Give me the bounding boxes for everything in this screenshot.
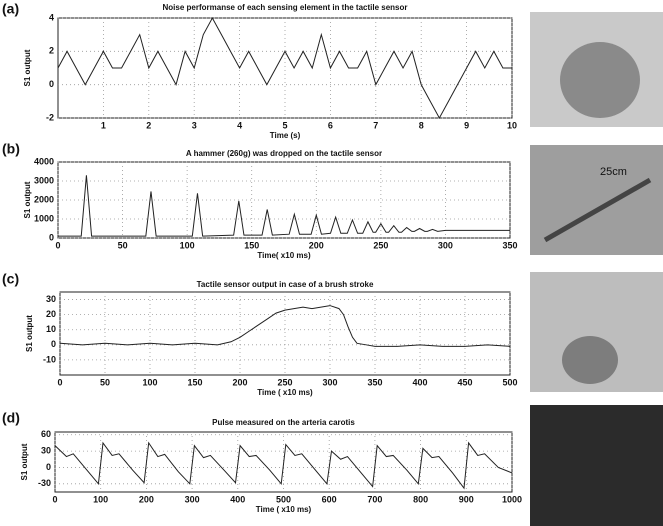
y-tick-label: 2 (49, 46, 54, 56)
x-tick-label: 100 (142, 377, 157, 387)
y-tick-label: -2 (46, 112, 54, 122)
data-line (55, 443, 512, 488)
x-tick-label: 9 (464, 120, 469, 130)
x-tick-label: 300 (185, 494, 200, 504)
x-tick-label: 450 (457, 377, 472, 387)
x-tick-label: 7 (373, 120, 378, 130)
x-tick-label: 500 (276, 494, 291, 504)
x-tick-label: 100 (93, 494, 108, 504)
chart-title: Tactile sensor output in case of a brush… (197, 280, 374, 289)
x-tick-label: 300 (322, 377, 337, 387)
y-axis-label: S1 output (23, 49, 32, 86)
x-tick-label: 10 (507, 120, 517, 130)
photo-annotation: 25cm (600, 166, 627, 178)
panel-label: (a) (2, 1, 19, 17)
y-tick-label: -10 (43, 354, 56, 364)
x-tick-label: 600 (322, 494, 337, 504)
x-tick-label: 150 (187, 377, 202, 387)
chart-title: Pulse measured on the arteria carotis (212, 418, 355, 427)
y-tick-label: 20 (46, 309, 56, 319)
panel-label: (c) (2, 271, 19, 287)
x-tick-label: 0 (55, 240, 60, 250)
x-tick-label: 700 (367, 494, 382, 504)
y-axis-label: S1 output (23, 181, 32, 218)
figure: 25cm (a) Noise performanse of each sensin… (0, 0, 663, 526)
x-tick-label: 250 (277, 377, 292, 387)
x-tick-label: 50 (118, 240, 128, 250)
x-tick-label: 350 (502, 240, 517, 250)
x-tick-label: 3 (192, 120, 197, 130)
x-tick-label: 4 (237, 120, 242, 130)
y-tick-label: 30 (41, 445, 51, 455)
x-tick-label: 1000 (502, 494, 522, 504)
data-line (58, 175, 510, 236)
x-tick-label: 8 (419, 120, 424, 130)
y-tick-label: 0 (46, 462, 51, 472)
y-tick-label: 1000 (34, 213, 54, 223)
x-tick-label: 5 (282, 120, 287, 130)
x-tick-label: 2 (146, 120, 151, 130)
y-tick-label: 2000 (34, 194, 54, 204)
y-tick-label: 10 (46, 324, 56, 334)
x-tick-label: 300 (438, 240, 453, 250)
y-tick-label: 0 (49, 79, 54, 89)
x-tick-label: 1 (101, 120, 106, 130)
y-tick-label: 30 (46, 294, 56, 304)
x-tick-label: 200 (309, 240, 324, 250)
y-tick-label: 0 (51, 339, 56, 349)
x-tick-label: 900 (459, 494, 474, 504)
y-tick-label: 60 (41, 429, 51, 439)
x-tick-label: 0 (57, 377, 62, 387)
x-tick-label: 100 (180, 240, 195, 250)
x-tick-label: 150 (244, 240, 259, 250)
photo-object (562, 336, 618, 384)
x-tick-label: 350 (367, 377, 382, 387)
y-tick-label: 0 (49, 232, 54, 242)
x-tick-label: 500 (502, 377, 517, 387)
x-tick-label: 6 (328, 120, 333, 130)
x-tick-label: 250 (373, 240, 388, 250)
photo (530, 405, 663, 526)
x-tick-label: 200 (232, 377, 247, 387)
photo-object (560, 42, 640, 118)
x-axis-label: Time ( x10 ms) (257, 388, 313, 397)
x-axis-label: Time( x10 ms) (257, 251, 311, 260)
panel-label: (d) (2, 410, 20, 426)
y-tick-label: 4000 (34, 156, 54, 166)
x-tick-label: 400 (412, 377, 427, 387)
y-axis-label: S1 output (20, 443, 29, 480)
y-tick-label: 3000 (34, 175, 54, 185)
chart-title: Noise performanse of each sensing elemen… (163, 3, 408, 12)
chart-title: A hammer (260g) was dropped on the tacti… (186, 149, 382, 158)
x-axis-label: Time (s) (270, 131, 301, 140)
x-axis-label: Time ( x10 ms) (256, 505, 312, 514)
panel-label: (b) (2, 141, 20, 157)
x-tick-label: 400 (230, 494, 245, 504)
y-axis-label: S1 output (25, 315, 34, 352)
x-tick-label: 50 (100, 377, 110, 387)
y-tick-label: -30 (38, 478, 51, 488)
x-tick-label: 800 (413, 494, 428, 504)
x-tick-label: 200 (139, 494, 154, 504)
x-tick-label: 0 (52, 494, 57, 504)
y-tick-label: 4 (49, 12, 54, 22)
